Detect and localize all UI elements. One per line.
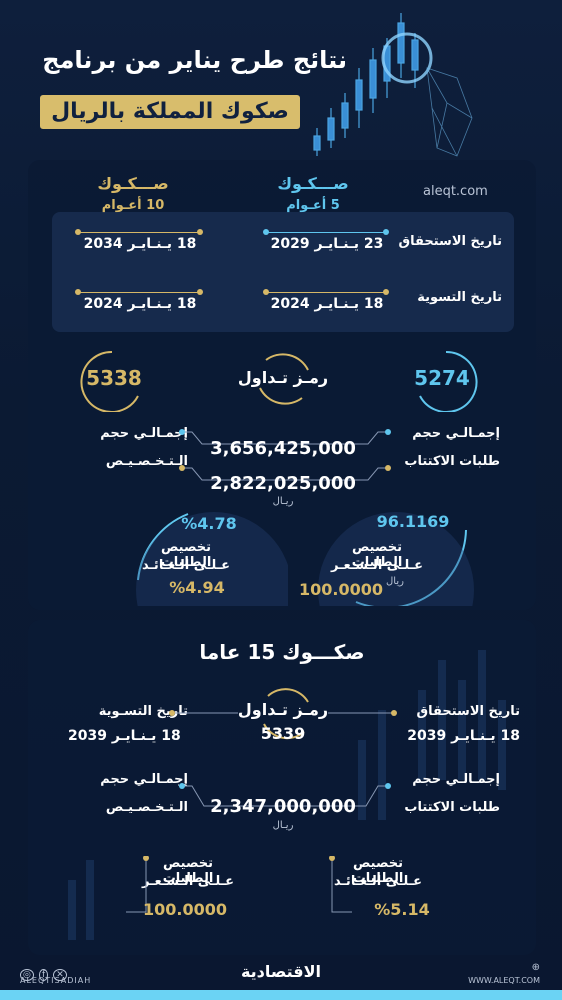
maturity-5-years: 23 يـنـايـر 2029 — [270, 236, 384, 252]
price-15-value: 100.0000 — [142, 900, 227, 919]
background-candles-icon — [68, 650, 506, 940]
maturity-15-value: 18 يـنـايـر 2039 — [407, 728, 520, 744]
price-15-label-1: تخصيص الطلبات — [162, 856, 214, 886]
allocation-total: 2,822,025,000 — [210, 473, 356, 494]
panel-5-10-years: aleqt.com صـــكـوك 5 أعـوام صـــكـوك 10 … — [28, 160, 536, 610]
social-icons: ◎ f ✕ — [20, 962, 67, 981]
col-10-title: صـــكـوك — [97, 174, 169, 193]
settlement-label: تاريخ التسوية — [417, 290, 502, 305]
globe-icon: ⊕ — [531, 962, 540, 973]
price-label-1: تخصيص الطلبات — [351, 540, 403, 570]
yield-label-2: عـلـى الـعـائـد — [141, 558, 231, 573]
subscription-total: 3,656,425,000 — [210, 438, 356, 459]
allocation-15-label-2: الـتـخـصـيـص — [105, 800, 188, 815]
yield-high-value: %4.78 — [181, 514, 237, 533]
dates-15-connector — [169, 710, 397, 716]
facebook-icon[interactable]: f — [38, 969, 49, 981]
code-5-ring-icon — [419, 350, 478, 412]
price-arc-icon — [318, 512, 474, 606]
allocation-15-label-1: إجمـالـي حجم — [100, 772, 188, 787]
candlestick-illustration-icon — [313, 13, 473, 157]
code-label: رمـز تـداول — [237, 368, 329, 387]
subscription-15-label-2: طلبات الاكتتاب — [404, 800, 500, 815]
yield-label-1: تخصيص الطلبات — [160, 540, 212, 570]
maturity-15-label: تاريخ الاستحقاق — [416, 704, 520, 719]
code-5-value: 5274 — [414, 366, 470, 390]
dates-box: تاريخ الاستحقاق تاريخ التسوية 23 يـنـايـ… — [52, 212, 514, 332]
code-ring-icon — [259, 353, 309, 405]
allocation-label-1: إجمـالـي حجم — [100, 426, 188, 441]
totals-connector-lines — [179, 429, 391, 481]
allocation-label-2: الـتـخـصـيـص — [105, 454, 188, 469]
site-label: aleqt.com — [423, 184, 488, 199]
x-icon[interactable]: ✕ — [53, 969, 67, 981]
code-15-label: رمـز تـداول — [237, 700, 329, 719]
settlement-10-years: 18 يـنـايـر 2024 — [83, 296, 197, 312]
currency-label: ريـال — [272, 496, 294, 507]
code-10-value: 5338 — [86, 366, 142, 390]
code-15-value: 5339 — [260, 724, 306, 743]
col-5-title: صـــكـوك — [277, 174, 349, 193]
price-15-label-2: عـلـى الـسـعـر — [141, 874, 235, 889]
yield-15-bracket-icon — [329, 856, 352, 913]
price-currency: ريال — [386, 576, 404, 587]
page-title: نتائج طرح يناير من برنامج — [42, 46, 347, 74]
yield-15-label-1: تخصيص الطلبات — [352, 856, 404, 886]
instagram-icon[interactable]: ◎ — [20, 969, 34, 981]
settlement-15-value: 18 يـنـايـر 2039 — [68, 728, 181, 744]
settlement-5-years: 18 يـنـايـر 2024 — [270, 296, 384, 312]
header-hero: نتائج طرح يناير من برنامج صكوك المملكة ب… — [0, 0, 562, 160]
price-low-value: 100.0000 — [298, 580, 383, 599]
price-15-bracket-icon — [126, 856, 149, 913]
yield-15-value: %5.14 — [374, 900, 430, 919]
totals-15-connector — [179, 783, 391, 807]
col-10-subtitle: 10 أعـوام — [101, 198, 165, 213]
subscription-label-1: إجمـالـي حجم — [412, 426, 500, 441]
price-high-value: 96.1169 — [376, 512, 450, 531]
code-10-ring-icon — [80, 350, 139, 412]
footer-bar — [0, 990, 562, 1000]
subscription-15-label-1: إجمـالـي حجم — [412, 772, 500, 787]
section-15-title: صكـــوك 15 عاما — [199, 640, 365, 664]
page-subtitle: صكوك المملكة بالريال — [40, 95, 300, 129]
maturity-label: تاريخ الاستحقاق — [398, 234, 502, 249]
maturity-10-years: 18 يـنـايـر 2034 — [83, 236, 197, 252]
code-15-ring-icon — [263, 688, 309, 740]
yield-arc-icon — [136, 512, 288, 606]
panel-15-years: صكـــوك 15 عاما تاريخ الاستحقاق 18 يـنـا… — [28, 620, 536, 955]
col-5-subtitle: 5 أعـوام — [286, 198, 340, 213]
brand-logo: الاقتصادية — [240, 962, 322, 981]
currency-15-label: ريـال — [272, 820, 294, 831]
social-handle: ALEQTISADIAH — [20, 976, 92, 985]
yield-low-value: %4.94 — [169, 578, 225, 597]
subscription-label-2: طلبات الاكتتاب — [404, 454, 500, 469]
total-15-value: 2,347,000,000 — [210, 796, 356, 817]
settlement-15-label: تاريخ التسـوية — [98, 704, 188, 719]
site-url[interactable]: WWW.ALEQT.COM — [468, 976, 540, 985]
yield-15-label-2: عـلـى الـعـائـد — [333, 874, 423, 889]
price-label-2: عـلـى الـسـعـر — [330, 558, 424, 573]
